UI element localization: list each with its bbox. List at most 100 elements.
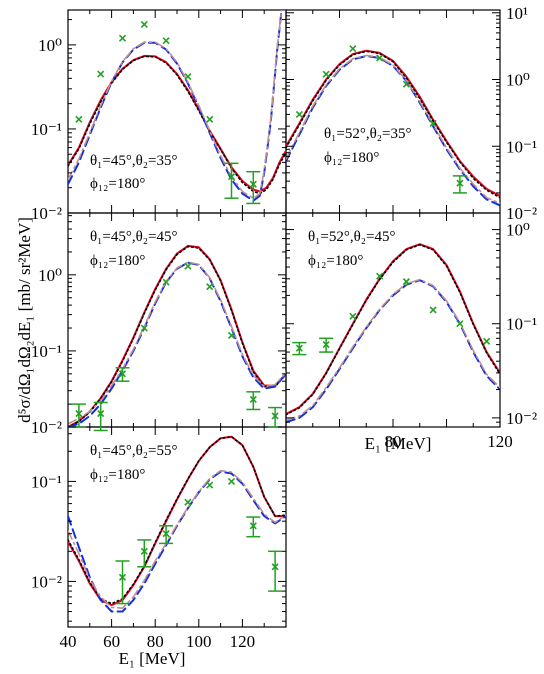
data-point-marker — [249, 395, 257, 404]
panel-annotation-line1: θ₁=52°,θ₂=35° — [324, 126, 412, 142]
data-point-marker — [162, 37, 170, 45]
y-tick-label: 10⁰ — [506, 71, 530, 90]
data-point-marker — [184, 498, 192, 506]
y-ticks-p3: 10⁻² 10⁻¹ 10⁰ — [31, 215, 286, 437]
series-dashdot-p1 — [68, 10, 286, 199]
panel-annotation-line1: θ₁=45°,θ₂=35° — [90, 153, 178, 169]
y-tick-label: 10⁻² — [31, 418, 62, 437]
data-point-marker — [97, 70, 105, 78]
y-tick-label: 10¹ — [506, 4, 528, 23]
panel-p2: 10⁻² 10⁻¹ 10⁰ 10¹ θ₁=52°,θ₂=35° ϕ₁₂=180° — [285, 4, 537, 223]
y-tick-label: 10⁰ — [38, 36, 62, 55]
series-dotted-p2 — [286, 50, 500, 199]
y-tick-label: 10⁻² — [506, 409, 537, 428]
series-dotted-p3 — [68, 245, 286, 427]
series-dashdot-p4 — [286, 278, 500, 421]
data-point-marker — [376, 54, 384, 62]
data-points-p4 — [292, 272, 491, 356]
curves-p1 — [68, 10, 286, 202]
data-points-p1 — [75, 20, 261, 205]
y-tick-label: 10⁻¹ — [31, 342, 62, 361]
y-tick-label: 10⁻¹ — [506, 137, 537, 156]
x-tick-label: 40 — [60, 632, 77, 651]
data-points-p5 — [115, 477, 283, 605]
data-point-marker — [184, 72, 192, 81]
series-solid-p2 — [286, 49, 500, 197]
x-axis-label-left: E₁ [MeV] — [119, 649, 186, 668]
y-ticks-p5: 10⁻² 10⁻¹ — [31, 433, 286, 622]
x-tick-label: 120 — [230, 632, 256, 651]
data-point-marker — [402, 278, 410, 286]
data-point-marker — [227, 173, 236, 181]
data-point-marker — [349, 312, 357, 320]
data-point-marker — [271, 563, 279, 571]
x-tick-label: 80 — [385, 432, 402, 451]
panel-annotation-line2: ϕ₁₂=180° — [308, 253, 363, 269]
data-point-marker — [97, 410, 105, 418]
data-point-marker — [206, 283, 214, 291]
data-point-marker — [402, 80, 410, 88]
data-point-marker — [162, 278, 170, 286]
y-tick-label: 10⁻² — [31, 572, 62, 591]
x-axis-label-right: E₁ [MeV] — [365, 434, 432, 453]
x-tick-label: 80 — [147, 632, 164, 651]
panel-annotation-line1: θ₁=45°,θ₂=55° — [90, 443, 178, 459]
data-point-marker — [118, 573, 127, 581]
data-point-marker — [456, 320, 464, 328]
data-point-marker — [429, 306, 437, 314]
panel-p4: 10⁻² 10⁻¹ 10⁰ θ₁=52°,θ₂=45° ϕ₁₂=180° 80 120 — [285, 213, 537, 451]
panel-frames — [67, 9, 501, 628]
series-dashed-p2 — [286, 55, 500, 207]
x-ticks-p4 — [285, 213, 501, 427]
data-point-marker — [349, 45, 357, 53]
data-point-marker — [322, 70, 330, 78]
frame-p4 — [285, 212, 501, 428]
x-tick-label: 120 — [487, 432, 513, 451]
y-tick-label: 10⁰ — [506, 221, 530, 240]
panel-annotation-line2: ϕ₁₂=180° — [90, 253, 145, 269]
data-point-marker — [75, 115, 83, 123]
y-tick-label: 10⁻¹ — [31, 472, 62, 491]
y-tick-label: 10⁻¹ — [506, 315, 537, 334]
x-ticks-p3 — [67, 213, 287, 427]
data-point-marker — [140, 547, 148, 555]
data-point-marker — [376, 272, 384, 280]
curves-p5 — [68, 435, 286, 613]
panel-annotation-line2: ϕ₁₂=180° — [324, 150, 379, 166]
data-points-p2 — [295, 45, 467, 194]
panel-annotation-line1: θ₁=52°,θ₂=45° — [308, 229, 396, 245]
y-ticks-p1: 10⁻² 10⁻¹ 10⁰ — [31, 19, 286, 223]
curves-p4 — [286, 243, 500, 424]
y-tick-label: 10⁻² — [31, 204, 62, 223]
panel-p1: 10⁻² 10⁻¹ 10⁰ θ₁=45°,θ₂=35° ϕ₁₂=180° — [31, 10, 287, 223]
y-ticks-p2: 10⁻² 10⁻¹ 10⁰ 10¹ — [286, 4, 537, 223]
data-points-p3 — [71, 262, 283, 432]
data-point-marker — [140, 20, 148, 29]
curves-p2 — [286, 49, 500, 207]
data-point-marker — [483, 337, 491, 345]
panel-annotation-line2: ϕ₁₂=180° — [90, 176, 145, 192]
series-dashed-p5 — [68, 470, 286, 613]
data-point-marker — [429, 119, 437, 127]
x-ticks-p2 — [285, 10, 501, 213]
data-point-marker — [75, 410, 83, 418]
series-dashed-p4 — [286, 279, 500, 424]
data-point-marker — [206, 481, 214, 489]
curves-p3 — [68, 244, 286, 427]
series-solid-p4 — [286, 243, 500, 415]
data-point-marker — [162, 530, 170, 538]
panel-layers: 10⁻² 10⁻¹ 10⁰ θ₁=45°,θ₂=35° ϕ₁₂=180° 10⁻² 10⁻¹… — [31, 4, 537, 651]
y-tick-label: 10⁻¹ — [31, 120, 62, 139]
data-point-marker — [227, 331, 236, 339]
x-tick-label: 60 — [103, 632, 120, 651]
data-point-marker — [456, 179, 464, 187]
y-ticks-p4: 10⁻² 10⁻¹ 10⁰ — [286, 221, 537, 428]
x-tick-label: 100 — [186, 632, 212, 651]
data-point-marker — [206, 115, 214, 123]
data-point-marker — [322, 341, 330, 349]
panel-p3: 10⁻² 10⁻¹ 10⁰ θ₁=45°,θ₂=45° ϕ₁₂=180° — [31, 213, 287, 437]
data-point-marker — [295, 344, 303, 352]
data-point-marker — [249, 522, 257, 530]
data-point-marker — [118, 34, 127, 42]
series-dashdot-p2 — [286, 54, 500, 204]
